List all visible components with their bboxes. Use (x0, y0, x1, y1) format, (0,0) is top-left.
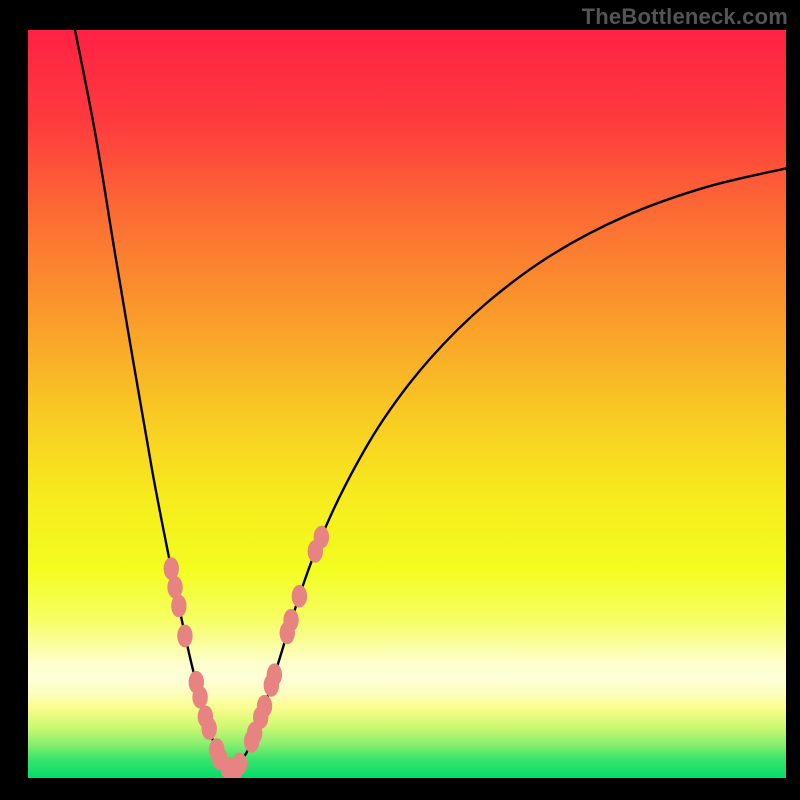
outer-frame (0, 0, 800, 800)
watermark-text: TheBottleneck.com (582, 4, 788, 30)
gradient-background (28, 30, 786, 778)
plot-area (28, 30, 786, 778)
